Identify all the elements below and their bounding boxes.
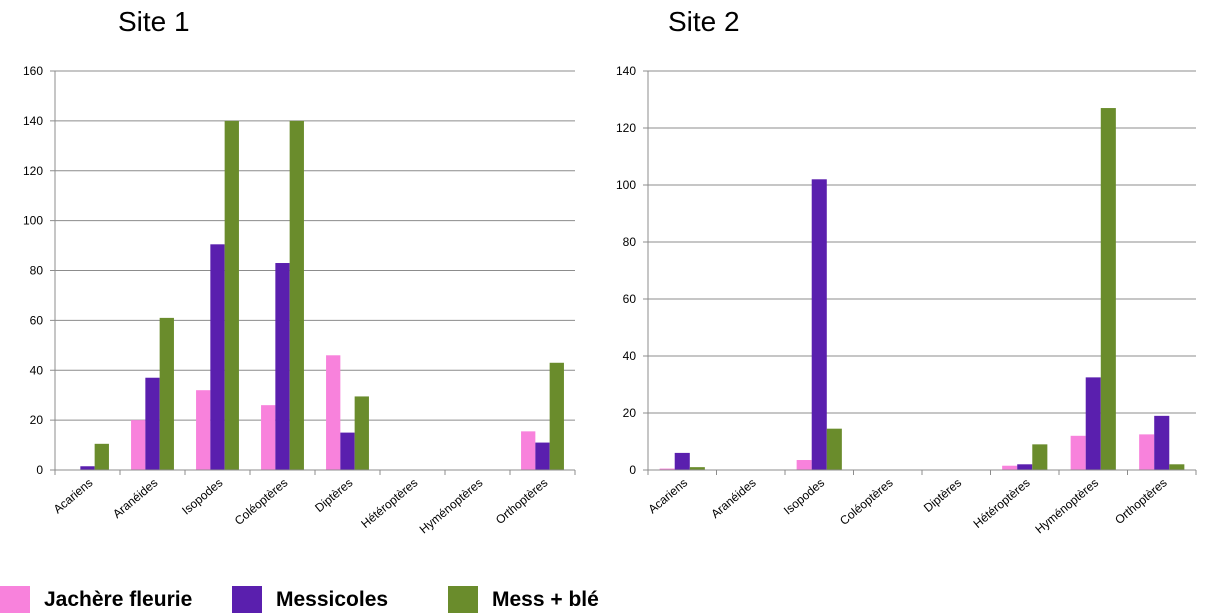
site-1-bar-orthopteres-mess-ble bbox=[549, 362, 564, 470]
site-1-bar-orthopteres-messicoles bbox=[535, 442, 550, 470]
site-1-bar-isopodes-jachere-fleurie bbox=[196, 390, 211, 470]
site-1-xtick-label-isopodes: Isopodes bbox=[179, 476, 225, 518]
site-1-ytick-label-40: 40 bbox=[30, 363, 44, 377]
site-1-bar-acariens-mess-ble bbox=[94, 443, 109, 470]
legend-item-mess-ble: Mess + blé bbox=[448, 586, 599, 613]
site-1-xtick-label-orthopteres: Orthoptères bbox=[493, 476, 551, 527]
site-1-bar-orthopteres-jachere-fleurie bbox=[521, 431, 536, 470]
site-2-bar-heteropteres-mess-ble bbox=[1032, 444, 1048, 470]
site-1-bar-coleopteres-mess-ble bbox=[289, 120, 304, 470]
site-1-ytick-label-100: 100 bbox=[23, 214, 43, 228]
site-2-bar-acariens-mess-ble bbox=[689, 467, 705, 470]
site-1-ytick-label-0: 0 bbox=[36, 463, 43, 477]
site-1-bar-acariens-messicoles bbox=[80, 466, 95, 470]
site-2-xtick-label-heteropteres: Hétéroptères bbox=[971, 476, 1033, 531]
site-1-bar-dipteres-jachere-fleurie bbox=[326, 355, 341, 470]
site-2-ytick-label-20: 20 bbox=[623, 406, 637, 420]
legend-label-messicoles: Messicoles bbox=[276, 587, 389, 611]
site-2-ytick-label-120: 120 bbox=[616, 121, 636, 135]
legend: Jachère fleurie Messicoles Mess + blé bbox=[0, 586, 1210, 613]
site-1-bar-coleopteres-jachere-fleurie bbox=[261, 405, 276, 470]
site-2-bar-hymenopteres-messicoles bbox=[1085, 377, 1101, 470]
site-1-xtick-label-heteropteres: Hétéroptères bbox=[358, 476, 420, 531]
site-2-bar-heteropteres-messicoles bbox=[1017, 464, 1033, 470]
site-2-ytick-label-60: 60 bbox=[623, 292, 637, 306]
site-1-ytick-label-160: 160 bbox=[23, 64, 43, 78]
site-2-xtick-label-isopodes: Isopodes bbox=[781, 476, 827, 518]
legend-label-jachere-fleurie: Jachère fleurie bbox=[44, 587, 193, 611]
site-2-xtick-label-coleopteres: Coléoptères bbox=[837, 476, 896, 528]
site-2-bar-heteropteres-jachere-fleurie bbox=[1002, 465, 1018, 470]
site-1-bar-isopodes-messicoles bbox=[210, 244, 225, 470]
site-2-bar-isopodes-mess-ble bbox=[826, 428, 842, 470]
site-2-ytick-label-0: 0 bbox=[629, 463, 636, 477]
site-2-xtick-label-hymenopteres: Hyménoptères bbox=[1032, 476, 1101, 537]
site-2-xtick-label-dipteres: Diptères bbox=[921, 476, 964, 515]
legend-swatch-jachere-fleurie bbox=[0, 586, 30, 613]
chart-title-site-1: Site 1 bbox=[118, 6, 190, 37]
site-2-bar-orthopteres-jachere-fleurie bbox=[1139, 434, 1155, 470]
site-2-bar-orthopteres-messicoles bbox=[1154, 415, 1170, 470]
legend-item-jachere-fleurie: Jachère fleurie bbox=[0, 586, 192, 613]
site-2-ytick-label-40: 40 bbox=[623, 349, 637, 363]
site-2-bar-acariens-messicoles bbox=[674, 452, 690, 470]
site-1-bar-isopodes-mess-ble bbox=[224, 120, 239, 470]
site-2-bar-orthopteres-mess-ble bbox=[1169, 464, 1185, 470]
site-1-xtick-label-acariens: Acariens bbox=[51, 476, 96, 517]
legend-swatch-mess-ble bbox=[448, 586, 478, 613]
site-1-xtick-label-araneides: Aranéides bbox=[110, 476, 160, 521]
site-2-bar-isopodes-jachere-fleurie bbox=[796, 460, 812, 470]
legend-swatch-messicoles bbox=[232, 586, 262, 613]
site-1-xtick-label-hymenopteres: Hyménoptères bbox=[417, 476, 486, 537]
site-1-ytick-label-120: 120 bbox=[23, 164, 43, 178]
site-1-xtick-label-dipteres: Diptères bbox=[312, 476, 355, 515]
site-2-ytick-label-100: 100 bbox=[616, 178, 636, 192]
site-2-bar-hymenopteres-jachere-fleurie bbox=[1070, 435, 1086, 470]
legend-item-messicoles: Messicoles bbox=[232, 586, 388, 613]
site-2-xtick-label-acariens: Acariens bbox=[645, 476, 690, 517]
site-2-ytick-label-140: 140 bbox=[616, 64, 636, 78]
site-1-ytick-label-60: 60 bbox=[30, 313, 44, 327]
site-2-bar-acariens-jachere-fleurie bbox=[659, 468, 675, 470]
site-1-bar-araneides-messicoles bbox=[145, 377, 160, 470]
site-1-bar-dipteres-messicoles bbox=[340, 432, 355, 470]
site-2-bar-hymenopteres-mess-ble bbox=[1100, 108, 1116, 471]
site-1-ytick-label-140: 140 bbox=[23, 114, 43, 128]
site-1-xtick-label-coleopteres: Coléoptères bbox=[232, 476, 291, 528]
site-1-bar-araneides-jachere-fleurie bbox=[131, 420, 146, 470]
site-2-bar-isopodes-messicoles bbox=[811, 179, 827, 471]
site-1-ytick-label-20: 20 bbox=[30, 413, 44, 427]
chart-title-site-2: Site 2 bbox=[668, 6, 740, 37]
charts-canvas: 0 20 40 60 80 100 120 140 160 Acariens Aranéides Is… bbox=[23, 64, 1197, 537]
site-2-xtick-label-orthopteres: Orthoptères bbox=[1112, 476, 1170, 527]
site-1-bar-dipteres-mess-ble bbox=[354, 396, 369, 470]
site-1-bar-araneides-mess-ble bbox=[159, 317, 174, 470]
site-2-xtick-label-araneides: Aranéides bbox=[708, 476, 758, 521]
site-1-ytick-label-80: 80 bbox=[30, 264, 44, 278]
site-2-ytick-label-80: 80 bbox=[623, 235, 637, 249]
site-1-bar-coleopteres-messicoles bbox=[275, 263, 290, 470]
legend-label-mess-ble: Mess + blé bbox=[492, 587, 599, 611]
